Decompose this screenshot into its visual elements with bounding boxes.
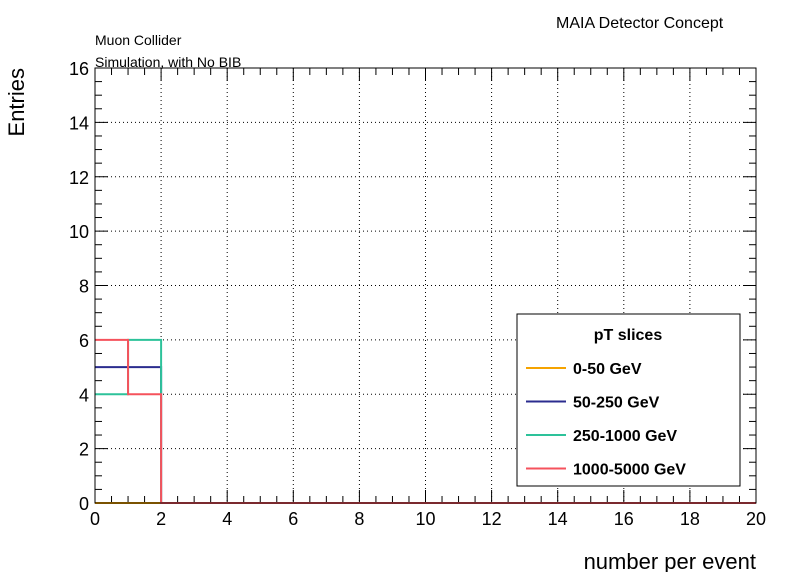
y-tick-label: 8 [79, 277, 89, 297]
legend-entries: 0-50 GeV 50-250 GeV 250-1000 GeV 1000-5000 … [526, 361, 686, 479]
x-tick-label: 10 [415, 509, 435, 529]
y-tick-labels: 0 2 4 6 8 10 12 14 16 [69, 59, 89, 514]
x-tick-label: 4 [222, 509, 232, 529]
grid-lines [95, 68, 756, 503]
x-tick-label: 0 [90, 509, 100, 529]
legend-label: 50-250 GeV [573, 395, 660, 412]
x-tick-label: 6 [288, 509, 298, 529]
legend-title: pT slices [594, 327, 663, 344]
x-tick-label: 8 [354, 509, 364, 529]
legend-label: 0-50 GeV [573, 361, 642, 378]
x-tick-label: 2 [156, 509, 166, 529]
x-axis-label: number per event [584, 549, 756, 572]
x-tick-label: 16 [614, 509, 634, 529]
plot-frame [94, 67, 757, 504]
legend-label: 250-1000 GeV [573, 428, 677, 445]
y-tick-label: 6 [79, 331, 89, 351]
legend-box [516, 313, 741, 487]
y-tick-label: 2 [79, 440, 89, 460]
y-axis-label: Entries [4, 68, 29, 136]
y-tick-label: 0 [79, 494, 89, 514]
x-tick-label: 20 [746, 509, 766, 529]
header-line-1: Muon Collider [95, 32, 182, 48]
y-tick-label: 12 [69, 168, 89, 188]
x-tick-label: 12 [482, 509, 502, 529]
x-tick-label: 14 [548, 509, 568, 529]
header-line-2: Simulation, with No BIB [95, 54, 241, 70]
experiment-label: MAIA Detector Concept [556, 15, 724, 32]
legend: pT slices 0-50 GeV 50-250 GeV 250-1000 GeV… [516, 313, 741, 487]
x-tick-label: 18 [680, 509, 700, 529]
x-tick-labels: 0 2 4 6 8 10 12 14 16 18 20 [90, 509, 766, 529]
legend-label: 1000-5000 GeV [573, 462, 686, 479]
y-tick-label: 4 [79, 385, 89, 405]
y-tick-label: 10 [69, 222, 89, 242]
y-tick-label: 16 [69, 59, 89, 79]
y-tick-label: 14 [69, 113, 89, 133]
